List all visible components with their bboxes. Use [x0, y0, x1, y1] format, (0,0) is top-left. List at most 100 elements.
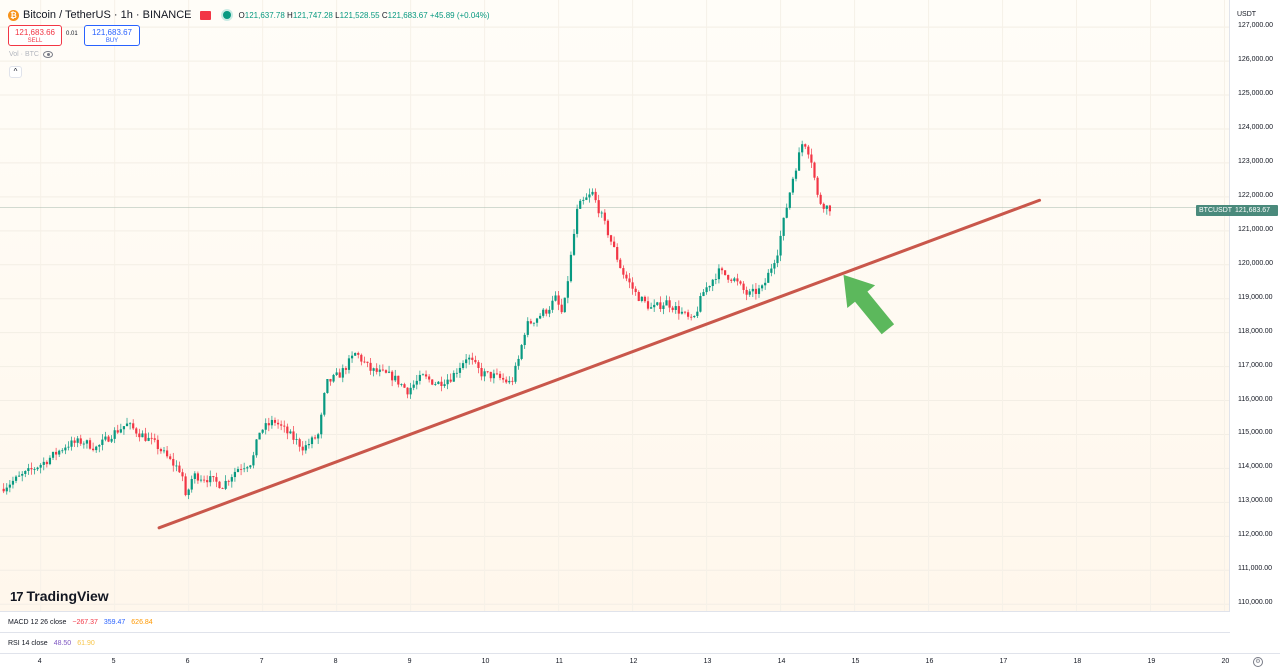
- candle: [616, 243, 619, 263]
- candle: [640, 296, 643, 303]
- candle: [39, 463, 42, 474]
- candle: [828, 204, 832, 216]
- low-value: 121,528.55: [339, 10, 380, 20]
- time-tick-label: 13: [703, 658, 712, 665]
- candle: [613, 236, 616, 248]
- candle: [609, 234, 613, 246]
- candle: [597, 194, 600, 218]
- macd-label: MACD 12 26 close: [8, 618, 67, 626]
- candle: [461, 360, 465, 370]
- candle: [295, 433, 298, 445]
- price-tick-label: 116,000.00: [1238, 395, 1273, 403]
- candle: [298, 437, 301, 452]
- candle: [178, 461, 181, 474]
- candle: [239, 464, 243, 476]
- candle: [760, 284, 764, 292]
- candle: [733, 276, 736, 283]
- sell-button[interactable]: 121,683.66 SELL: [8, 25, 62, 46]
- candle: [82, 441, 85, 449]
- currency-button[interactable]: USDT: [1237, 11, 1257, 18]
- market-status-icon: [222, 11, 231, 19]
- price-tick-label: 114,000.00: [1238, 463, 1273, 471]
- candle: [569, 251, 573, 283]
- candle: [381, 364, 384, 372]
- candle: [199, 475, 203, 483]
- collapse-legend-button[interactable]: ^: [9, 66, 22, 78]
- candle: [221, 487, 224, 489]
- candle: [5, 483, 8, 495]
- candle: [36, 466, 39, 472]
- candle: [165, 445, 169, 459]
- candle: [394, 369, 397, 383]
- price-axis[interactable]: [1230, 0, 1280, 611]
- tradingview-wordmark: TradingView: [26, 588, 109, 604]
- candle: [742, 281, 745, 294]
- candle: [42, 457, 45, 471]
- price-tick-label: 124,000.00: [1238, 123, 1274, 131]
- buy-button[interactable]: 121,683.67 BUY: [84, 25, 140, 46]
- candle: [326, 379, 329, 394]
- candle: [810, 148, 813, 169]
- rsi-label: RSI 14 close: [8, 639, 48, 647]
- candle: [754, 283, 758, 300]
- candle: [440, 376, 443, 392]
- candle: [24, 470, 27, 478]
- candle: [48, 455, 52, 466]
- candle: [723, 270, 727, 276]
- candle: [249, 464, 252, 469]
- trendline[interactable]: [157, 198, 1042, 530]
- gear-icon[interactable]: ⚙: [1253, 657, 1263, 667]
- price-chart[interactable]: [0, 0, 1230, 611]
- candle: [825, 205, 828, 215]
- price-tick-label: 123,000.00: [1238, 157, 1274, 165]
- candle: [45, 460, 48, 468]
- candle: [492, 369, 495, 384]
- candle: [819, 192, 822, 206]
- candle: [196, 471, 200, 484]
- price-tick-label: 112,000.00: [1238, 531, 1273, 539]
- candle: [73, 437, 76, 448]
- candle: [757, 284, 761, 298]
- price-tick-label: 121,000.00: [1238, 225, 1274, 233]
- candle: [98, 444, 101, 453]
- candle: [720, 266, 724, 275]
- flag-icon[interactable]: [199, 10, 211, 20]
- buy-label: BUY: [105, 38, 119, 44]
- candles: [2, 140, 832, 500]
- candle: [261, 429, 264, 435]
- rsi-ma-value: 61.90: [77, 639, 95, 647]
- candle: [779, 230, 782, 262]
- candle: [218, 480, 221, 489]
- candle: [711, 278, 714, 292]
- rsi-value: 48.50: [53, 639, 72, 647]
- symbol-title[interactable]: Bitcoin / TetherUS · 1h · BINANCE: [23, 9, 192, 21]
- chart-area[interactable]: ₿ Bitcoin / TetherUS · 1h · BINANCE O121…: [0, 0, 1230, 611]
- candle: [406, 387, 409, 399]
- candle: [301, 441, 304, 456]
- candle: [529, 318, 532, 325]
- candle: [147, 432, 150, 442]
- candle: [378, 364, 381, 377]
- candle: [193, 471, 196, 484]
- candle: [184, 473, 187, 497]
- candle: [313, 434, 317, 440]
- candle: [236, 466, 240, 473]
- candle: [212, 475, 215, 482]
- candle: [360, 353, 363, 366]
- candle: [323, 392, 326, 417]
- time-axis[interactable]: 4 5 6 7 8 9 10 11 12 13 14 15 16 17 18 19 20 ⚙: [0, 653, 1280, 672]
- candle: [625, 271, 628, 282]
- price-tick-label: 115,000.00: [1238, 429, 1273, 437]
- candle: [317, 432, 320, 444]
- macd-pane[interactable]: MACD 12 26 close −267.37 359.47 626.84: [0, 611, 1230, 632]
- eye-icon[interactable]: [42, 51, 53, 58]
- tradingview-logo[interactable]: 17 TradingView: [10, 588, 109, 604]
- candle: [421, 373, 425, 376]
- candle: [699, 292, 702, 313]
- annotation-arrow[interactable]: [843, 274, 895, 335]
- change-value: +45.89 (+0.04%): [429, 10, 490, 20]
- sell-price: 121,683.66: [14, 28, 56, 37]
- spread-value: 0.01: [66, 31, 78, 37]
- candle: [770, 263, 773, 277]
- rsi-pane[interactable]: RSI 14 close 48.50 61.90: [0, 632, 1230, 653]
